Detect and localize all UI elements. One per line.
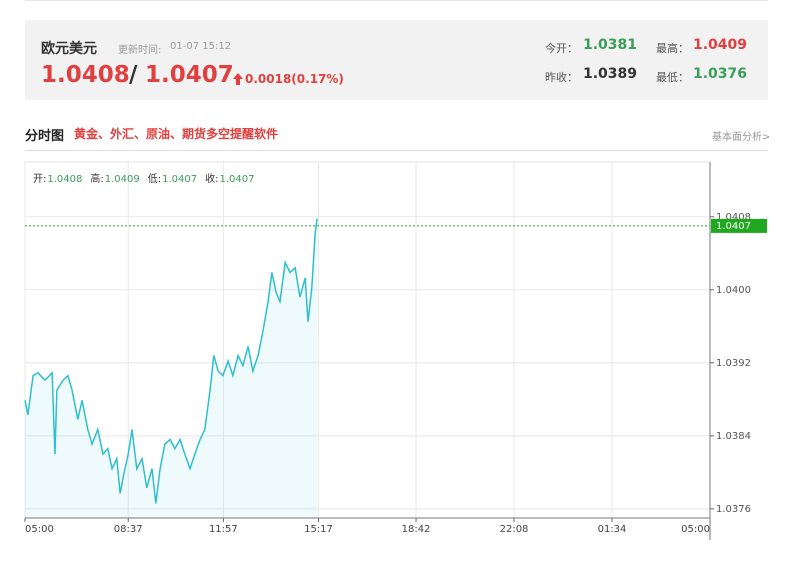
x-tick-label: 22:08 [500, 524, 529, 535]
separator: / [129, 62, 138, 88]
info-label: 收: [205, 172, 218, 185]
stat-value: 1.0409 [693, 37, 748, 53]
y-tick-label: 1.0384 [716, 431, 751, 442]
stat-label: 最低： [656, 71, 689, 84]
change: 0.0018(0.17%) [245, 72, 344, 86]
stat-value: 1.0381 [583, 37, 638, 53]
stat-value: 1.0389 [583, 66, 638, 82]
stat-label: 最高： [656, 42, 689, 55]
stat-value: 1.0376 [693, 66, 748, 82]
x-tick-label: 08:37 [114, 524, 143, 535]
analysis-link[interactable]: 基本面分析> [712, 132, 771, 143]
top-rule [25, 0, 768, 1]
x-tick-label: 15:17 [304, 524, 333, 535]
x-tick-label: 11:57 [209, 524, 238, 535]
info-value: 1.0407 [220, 174, 255, 185]
quote-header: 欧元美元 更新时间: 01-07 15:12 1.0408 / 1.0407 0… [25, 20, 768, 100]
info-value: 1.0409 [105, 174, 140, 185]
bid-price: 1.0408 [41, 62, 130, 88]
area-fill [25, 218, 318, 518]
info-value: 1.0408 [47, 174, 82, 185]
update-label: 更新时间: [118, 45, 162, 56]
price-line [24, 218, 318, 504]
promo-link[interactable]: 黄金、外汇、原油、期货多空提醒软件 [74, 127, 279, 141]
current-price-label: 1.0407 [716, 221, 751, 232]
info-label: 高: [90, 172, 103, 185]
y-tick-label: 1.0392 [716, 358, 751, 369]
info-label: 开: [33, 174, 46, 185]
stat-label: 今开： [545, 42, 578, 55]
ask-price: 1.0407 [145, 62, 234, 88]
y-tick-label: 1.0408 [716, 212, 751, 223]
info-value: 1.0407 [162, 174, 197, 185]
x-tick-label: 01:34 [598, 524, 627, 535]
up-arrow [233, 73, 243, 85]
stat-label: 昨收： [545, 71, 578, 84]
symbol-name: 欧元美元 [41, 41, 97, 57]
y-tick-label: 1.0400 [716, 285, 751, 296]
current-price-box [711, 218, 767, 233]
x-tick-label: 05:00 [681, 524, 710, 535]
y-tick-label: 1.0376 [716, 504, 751, 515]
section-title: 分时图 [25, 129, 65, 144]
section-rule [25, 150, 768, 151]
x-tick-label: 05:00 [25, 524, 54, 535]
x-tick-label: 18:42 [402, 524, 431, 535]
update-time: 01-07 15:12 [170, 41, 232, 52]
info-label: 低: [148, 172, 161, 185]
